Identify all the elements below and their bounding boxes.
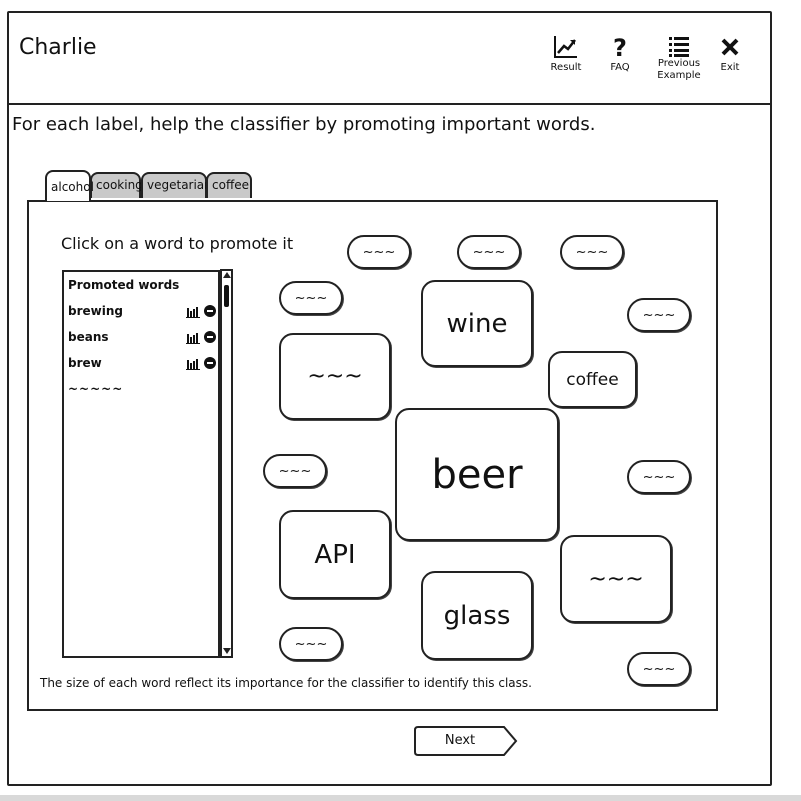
result-button[interactable]: Result	[541, 34, 591, 74]
scroll-thumb[interactable]	[224, 285, 229, 307]
bar-chart-icon[interactable]	[186, 306, 200, 321]
list-item: brew	[68, 356, 218, 374]
close-icon	[705, 34, 755, 62]
list-item: brewing	[68, 304, 218, 322]
bar-chart-icon[interactable]	[186, 332, 200, 347]
scroll-down-arrow-icon[interactable]	[223, 648, 231, 654]
cloud-word[interactable]: coffee	[548, 351, 637, 408]
cloud-word[interactable]: ~~~	[627, 298, 691, 332]
promoted-words-list: Promoted words brewing beans brew ~~~~~	[62, 270, 220, 658]
tab-coffee[interactable]: coffee	[206, 172, 252, 198]
more-placeholder: ~~~~~	[68, 382, 124, 396]
exit-button[interactable]: Exit	[705, 34, 755, 74]
click-hint: Click on a word to promote it	[61, 234, 294, 253]
tab-vegetarian[interactable]: vegetarian	[141, 172, 212, 198]
promoted-word: beans	[68, 330, 109, 344]
cloud-word[interactable]: API	[279, 510, 391, 599]
remove-icon[interactable]	[204, 331, 216, 343]
faq-label: FAQ	[610, 62, 630, 73]
faq-button[interactable]: ? FAQ	[595, 34, 645, 74]
cloud-word[interactable]: ~~~	[560, 235, 624, 269]
next-arrow-shape	[414, 726, 518, 756]
cloud-word[interactable]: ~~~	[279, 333, 391, 420]
list-item: beans	[68, 330, 218, 348]
remove-icon[interactable]	[204, 357, 216, 369]
cloud-word[interactable]: glass	[421, 571, 533, 660]
bar-chart-icon[interactable]	[186, 358, 200, 373]
cloud-word[interactable]: ~~~	[627, 652, 691, 686]
app-title: Charlie	[19, 35, 97, 60]
cloud-word[interactable]: beer	[395, 408, 559, 541]
previous-example-button[interactable]: Previous Example	[654, 34, 704, 82]
previous-label-line1: Previous	[657, 58, 701, 69]
list-scrollbar[interactable]	[220, 269, 233, 658]
question-icon: ?	[595, 34, 645, 62]
promoted-word: brew	[68, 356, 102, 370]
cloud-word[interactable]: wine	[421, 280, 533, 367]
next-button[interactable]: Next	[414, 726, 518, 756]
cloud-word[interactable]: ~~~	[627, 460, 691, 494]
result-label: Result	[550, 62, 582, 73]
remove-icon[interactable]	[204, 305, 216, 317]
tab-alcohol[interactable]: alcohol	[45, 170, 94, 201]
promoted-word: brewing	[68, 304, 123, 318]
cloud-word[interactable]: ~~~	[263, 454, 327, 488]
cloud-word[interactable]: ~~~	[279, 627, 343, 661]
previous-label-line2: Example	[657, 70, 701, 81]
footer-note: The size of each word reflect its import…	[40, 676, 532, 690]
cloud-word[interactable]: ~~~	[279, 281, 343, 315]
bottom-strip	[0, 795, 801, 801]
cloud-word[interactable]: ~~~	[347, 235, 411, 269]
tab-cooking[interactable]: cooking	[90, 172, 143, 198]
header-bar: Charlie	[9, 13, 770, 105]
chart-line-icon	[541, 34, 591, 62]
list-icon	[654, 34, 704, 58]
instruction-text: For each label, help the classifier by p…	[12, 114, 596, 135]
cloud-word[interactable]: ~~~	[457, 235, 521, 269]
scroll-up-arrow-icon[interactable]	[223, 272, 231, 278]
svg-text:?: ?	[613, 34, 627, 60]
next-label: Next	[444, 733, 476, 748]
promoted-words-header: Promoted words	[68, 278, 180, 292]
cloud-word[interactable]: ~~~	[560, 535, 672, 623]
exit-label: Exit	[720, 62, 740, 73]
